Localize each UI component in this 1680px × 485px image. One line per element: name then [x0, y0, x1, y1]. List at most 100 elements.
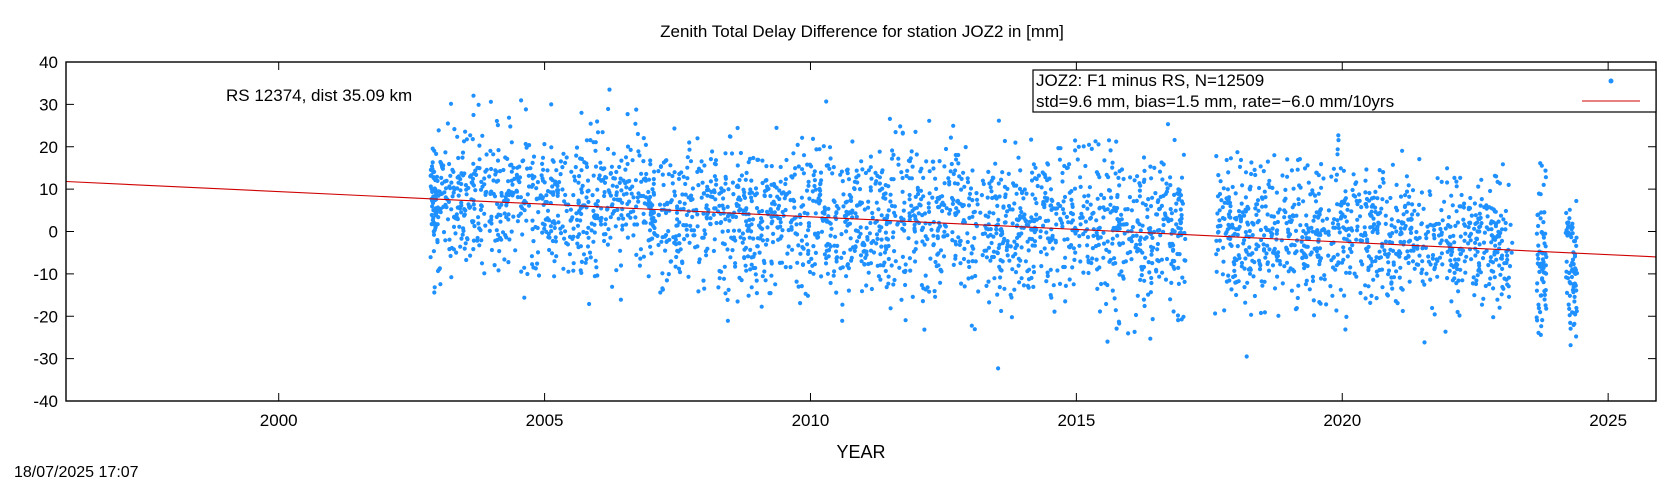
- data-point: [1509, 250, 1514, 255]
- data-point: [899, 170, 904, 175]
- data-point: [1397, 254, 1402, 259]
- data-point: [991, 234, 996, 239]
- data-point: [1407, 238, 1413, 243]
- data-point: [1434, 257, 1439, 262]
- data-point: [740, 240, 745, 245]
- data-point: [822, 252, 828, 257]
- data-point: [845, 167, 850, 172]
- data-point: [1097, 175, 1102, 180]
- data-point: [828, 233, 833, 238]
- data-point: [1217, 208, 1222, 213]
- data-point: [890, 235, 896, 240]
- data-point: [584, 164, 590, 170]
- data-point: [1214, 154, 1219, 159]
- data-point: [1243, 230, 1248, 235]
- data-point: [641, 136, 646, 141]
- data-point: [1351, 193, 1356, 198]
- data-point: [1258, 164, 1263, 169]
- data-point: [525, 166, 530, 171]
- data-point: [553, 235, 558, 240]
- data-point: [1246, 206, 1251, 211]
- data-point: [1027, 267, 1032, 272]
- data-point: [461, 226, 466, 231]
- data-point: [670, 173, 675, 179]
- data-point: [713, 162, 718, 167]
- data-point: [1176, 265, 1181, 270]
- data-point: [1403, 203, 1408, 208]
- data-point: [1508, 222, 1513, 227]
- data-point: [1386, 272, 1391, 277]
- data-point: [760, 208, 765, 214]
- data-point: [1427, 189, 1432, 194]
- data-point: [555, 181, 560, 186]
- data-point: [449, 180, 454, 185]
- data-point: [688, 223, 693, 228]
- data-point: [571, 268, 576, 273]
- y-tick-label: 0: [49, 223, 58, 242]
- data-point: [1065, 165, 1070, 170]
- data-point: [1467, 220, 1472, 225]
- data-point: [614, 184, 620, 189]
- data-point: [1390, 286, 1395, 291]
- data-point: [462, 171, 467, 176]
- data-point: [1266, 268, 1272, 273]
- data-point: [1163, 213, 1168, 218]
- data-point: [489, 214, 494, 219]
- data-point: [1475, 273, 1480, 278]
- data-point: [708, 216, 713, 221]
- data-point: [1404, 209, 1409, 214]
- data-point: [458, 188, 463, 193]
- data-point: [868, 185, 873, 190]
- data-point: [545, 208, 551, 213]
- data-point: [1355, 224, 1360, 229]
- data-point: [606, 106, 611, 112]
- data-point: [931, 166, 936, 171]
- data-point: [449, 275, 454, 280]
- data-point: [1497, 241, 1502, 246]
- data-point: [1107, 259, 1112, 264]
- data-point: [625, 201, 630, 207]
- data-point: [595, 216, 601, 221]
- data-point: [994, 227, 999, 232]
- data-point: [959, 281, 964, 286]
- data-point: [984, 255, 990, 260]
- data-point: [1260, 283, 1265, 288]
- data-point: [1457, 313, 1462, 318]
- data-point: [956, 235, 961, 240]
- data-point: [970, 198, 975, 203]
- data-point: [1105, 239, 1110, 244]
- data-point: [1243, 300, 1248, 305]
- data-point: [1174, 201, 1179, 206]
- data-point: [1497, 263, 1502, 268]
- data-point: [1398, 194, 1404, 199]
- data-point: [1226, 170, 1231, 175]
- data-point: [921, 175, 926, 180]
- data-point: [1295, 157, 1301, 163]
- data-point: [1140, 201, 1145, 206]
- data-point: [505, 198, 510, 203]
- data-point: [1140, 223, 1145, 228]
- data-point: [1406, 201, 1411, 206]
- data-point: [1343, 189, 1348, 194]
- data-point: [687, 147, 692, 152]
- data-point: [795, 260, 800, 265]
- data-point: [1218, 179, 1223, 184]
- data-point: [1395, 301, 1400, 306]
- data-point: [1330, 265, 1336, 270]
- data-point: [676, 266, 682, 271]
- data-point: [932, 289, 937, 294]
- data-point: [1055, 268, 1060, 273]
- data-point: [863, 170, 869, 176]
- data-point: [1178, 207, 1183, 212]
- data-point: [1570, 221, 1575, 226]
- data-point: [625, 235, 631, 240]
- data-point: [811, 198, 816, 203]
- data-point: [1250, 233, 1255, 238]
- data-point: [1023, 219, 1028, 224]
- data-point: [747, 217, 752, 222]
- data-point: [1060, 207, 1066, 212]
- data-point: [687, 240, 692, 245]
- data-point: [664, 158, 669, 163]
- data-point: [1567, 306, 1572, 311]
